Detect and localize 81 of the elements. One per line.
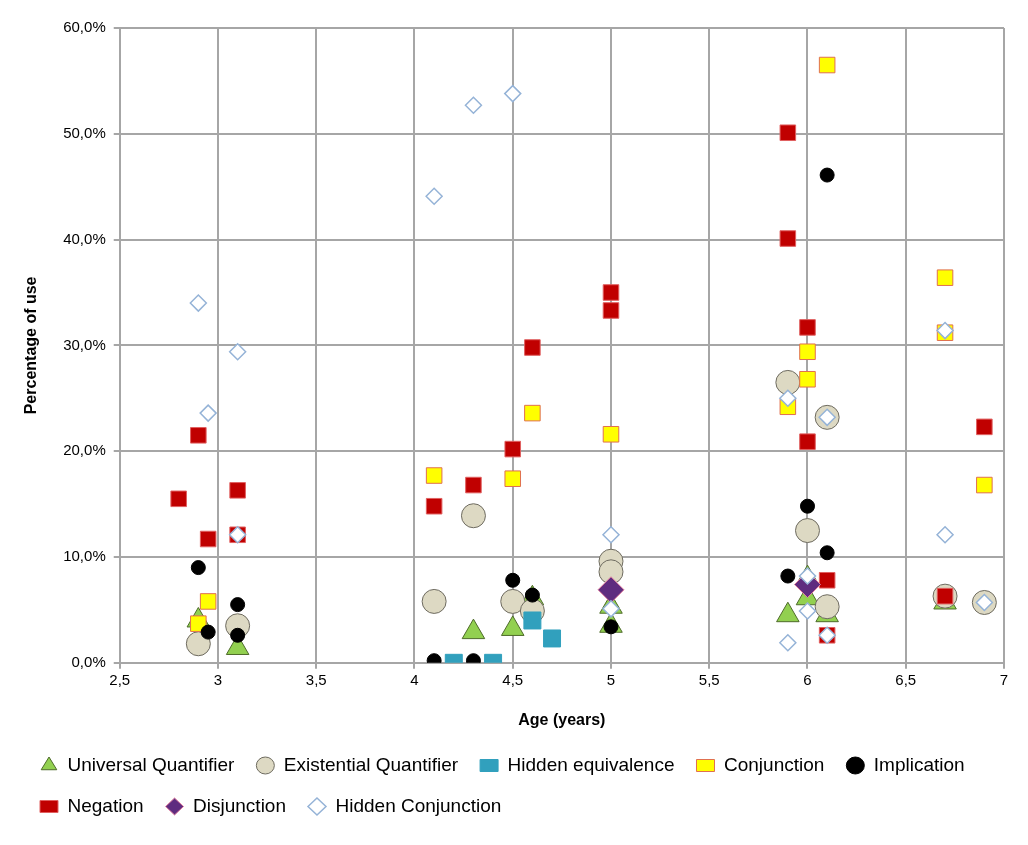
- point: [460, 503, 486, 529]
- point: [602, 600, 620, 618]
- point: [504, 470, 522, 487]
- point: [799, 433, 816, 450]
- point: [170, 490, 187, 508]
- x-tick-label: 5,5: [698, 670, 720, 688]
- point: [199, 593, 217, 610]
- point: [814, 594, 840, 620]
- point: [189, 294, 208, 312]
- point: [779, 633, 797, 652]
- legend-label: Hidden Conjunction: [335, 794, 502, 816]
- point: [602, 526, 620, 544]
- point: [597, 576, 625, 604]
- point: [503, 84, 522, 103]
- point: [425, 187, 443, 205]
- point: [818, 572, 836, 589]
- x-tick-label: 7: [999, 670, 1009, 688]
- point: [795, 518, 820, 544]
- point: [976, 476, 993, 494]
- legend-label: Existential Quantifier: [283, 753, 459, 775]
- legend-label: Universal Quantifier: [67, 753, 236, 775]
- point: [775, 369, 801, 395]
- x-tick-label: 3: [213, 670, 223, 688]
- point: [819, 545, 835, 561]
- point: [500, 588, 526, 614]
- point: [800, 498, 815, 514]
- x-axis-title: Age (years): [518, 710, 606, 728]
- y-tick-label: 40,0%: [63, 229, 106, 247]
- point: [602, 302, 620, 319]
- point: [185, 631, 211, 657]
- point: [798, 602, 817, 620]
- point: [602, 284, 620, 301]
- x-tick-label: 2,5: [109, 670, 131, 688]
- point: [425, 467, 443, 484]
- x-tick-label: 4,5: [502, 670, 524, 688]
- y-tick-label: 50,0%: [63, 123, 106, 141]
- y-tick-label: 0,0%: [71, 652, 106, 670]
- point: [819, 167, 835, 183]
- point: [779, 389, 797, 408]
- x-tick-label: 5: [606, 670, 616, 688]
- y-tick-label: 20,0%: [63, 441, 106, 459]
- point: [524, 404, 541, 422]
- point: [190, 427, 207, 444]
- legend-label: Implication: [873, 753, 965, 775]
- y-axis-title: Percentage of use: [22, 276, 40, 415]
- point: [779, 124, 797, 142]
- point: [421, 588, 447, 614]
- x-tick-label: 3,5: [305, 670, 327, 688]
- y-tick-label: 30,0%: [63, 335, 106, 353]
- point: [936, 269, 954, 286]
- point: [976, 418, 993, 436]
- point: [229, 482, 246, 499]
- point: [199, 530, 217, 548]
- point: [505, 572, 521, 588]
- point: [524, 339, 541, 356]
- x-tick-label: 6,5: [895, 670, 917, 688]
- x-tick-label: 4: [410, 670, 419, 688]
- y-tick-label: 60,0%: [63, 18, 106, 36]
- legend-label: Hidden equivalence: [507, 753, 675, 775]
- point: [799, 343, 816, 361]
- point: [228, 343, 247, 361]
- legend-label: Disjunction: [193, 794, 286, 816]
- point: [602, 425, 620, 443]
- point: [504, 440, 522, 458]
- point: [543, 629, 562, 648]
- point: [200, 624, 216, 640]
- point: [799, 370, 816, 388]
- point: [523, 611, 542, 630]
- point: [779, 230, 797, 247]
- point: [230, 627, 246, 643]
- y-tick-label: 10,0%: [63, 547, 106, 565]
- point: [799, 319, 816, 336]
- legend-label: Conjunction: [723, 753, 825, 775]
- point: [818, 56, 836, 74]
- point: [780, 568, 796, 584]
- point: [190, 560, 206, 576]
- legend-label: Negation: [67, 794, 144, 816]
- point: [230, 597, 246, 613]
- point: [425, 497, 443, 515]
- point: [465, 476, 482, 494]
- x-tick-label: 6: [803, 670, 812, 688]
